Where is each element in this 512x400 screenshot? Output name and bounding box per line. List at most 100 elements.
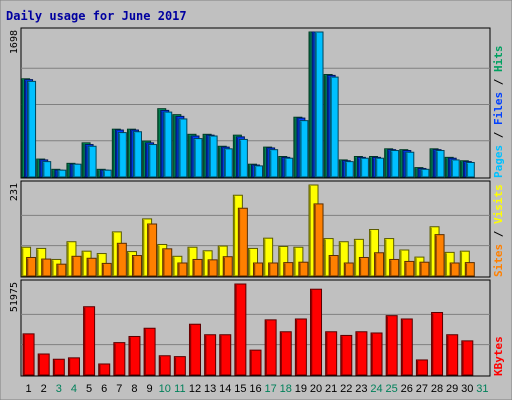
- bar-fill: [344, 161, 354, 178]
- bar-fill: [415, 359, 428, 376]
- bar-pages-day-21: [329, 76, 339, 178]
- x-tick-label: 26: [401, 383, 413, 395]
- bar-pages-day-7: [117, 132, 127, 178]
- legend-kbytes: KBytes: [492, 336, 505, 376]
- panel-kbytes-legend: KBytes: [492, 336, 505, 376]
- bar-sites-day-13: [207, 259, 218, 277]
- bar-sites-day-27: [419, 261, 430, 277]
- bar-kbytes-day-29: [446, 334, 459, 376]
- bar-pages-day-28: [435, 150, 445, 178]
- bar-kbytes-day-22: [340, 334, 353, 376]
- bar-fill: [269, 149, 279, 178]
- bar-pages-day-25: [390, 150, 400, 178]
- bar-fill: [158, 355, 171, 376]
- panel-kbytes: 51975 KBytes: [9, 279, 505, 377]
- bar-kbytes-day-4: [67, 357, 80, 376]
- bar-sites-day-12: [192, 258, 203, 277]
- panel-hits-legend: Pages / Files / Hits: [492, 46, 505, 179]
- bar-fill: [237, 207, 248, 277]
- bar-sites-day-16: [253, 262, 263, 277]
- bar-pages-day-10: [163, 111, 173, 178]
- bar-fill: [147, 223, 158, 277]
- x-tick-label: 11: [174, 383, 185, 395]
- x-tick-label: 10: [159, 383, 171, 395]
- bar-fill: [461, 340, 474, 376]
- bar-kbytes-day-11: [173, 356, 186, 376]
- legend-visits: Visits: [492, 184, 505, 224]
- x-tick-label: 27: [416, 383, 428, 395]
- x-tick-label: 6: [101, 383, 107, 395]
- bar-fill: [253, 262, 263, 277]
- bar-sites-day-19: [298, 261, 309, 277]
- bar-sites-day-1: [26, 256, 37, 277]
- bar-sites-day-30: [464, 262, 475, 277]
- bar-kbytes-day-26: [400, 318, 413, 376]
- x-tick-label: 16: [249, 383, 261, 395]
- bar-fill: [163, 111, 173, 178]
- legend-files: Files: [492, 92, 505, 125]
- bar-pages-day-26: [405, 151, 415, 178]
- bar-fill: [116, 242, 127, 277]
- bar-sites-day-18: [283, 262, 294, 277]
- bar-pages-day-2: [42, 161, 52, 178]
- bar-kbytes-day-24: [370, 332, 383, 376]
- bar-fill: [132, 131, 142, 178]
- bar-pages-day-27: [420, 168, 430, 178]
- bar-fill: [298, 261, 309, 277]
- bar-sites-day-4: [71, 255, 82, 277]
- bar-pages-day-12: [193, 138, 203, 178]
- bar-fill: [102, 169, 112, 178]
- x-tick-label: 31: [476, 383, 488, 395]
- bar-fill: [359, 157, 369, 178]
- x-tick-label: 14: [219, 383, 231, 395]
- x-tick-label: 18: [280, 383, 292, 395]
- bar-fill: [41, 258, 52, 277]
- x-tick-label: 28: [431, 383, 443, 395]
- bar-fill: [57, 169, 67, 178]
- x-tick-label: 1: [26, 383, 32, 395]
- bar-fill: [310, 288, 323, 376]
- bar-pages-day-8: [132, 131, 142, 178]
- bar-fill: [465, 161, 475, 178]
- bar-sites-day-29: [449, 262, 460, 277]
- bar-fill: [131, 255, 142, 277]
- x-tick-label: 25: [386, 383, 398, 395]
- bar-sites-day-17: [268, 262, 279, 277]
- bar-kbytes-day-17: [264, 319, 277, 376]
- bar-fill: [390, 150, 400, 178]
- bar-sites-day-24: [374, 252, 385, 277]
- x-tick-label: 29: [446, 383, 458, 395]
- panel-hits-max-label: 1698: [9, 30, 20, 54]
- bar-fill: [173, 356, 186, 376]
- x-tick-label: 9: [147, 383, 153, 395]
- bar-fill: [56, 263, 67, 277]
- bar-pages-day-19: [299, 120, 309, 178]
- bar-fill: [208, 135, 218, 178]
- bar-fill: [207, 259, 218, 277]
- bar-fill: [375, 157, 385, 178]
- bar-fill: [328, 255, 339, 277]
- bar-fill: [22, 333, 35, 376]
- bar-fill: [283, 262, 294, 277]
- x-tick-label: 5: [86, 383, 92, 395]
- bar-fill: [450, 159, 460, 178]
- legend-pages: Pages: [492, 145, 505, 178]
- bar-kbytes-day-25: [385, 315, 398, 376]
- bar-fill: [188, 323, 201, 376]
- bar-fill: [374, 252, 385, 277]
- bar-pages-day-29: [450, 159, 460, 178]
- bar-fill: [358, 256, 369, 277]
- bar-sites-day-21: [328, 255, 339, 277]
- bar-sites-day-15: [237, 207, 248, 277]
- x-tick-label: 22: [340, 383, 352, 395]
- x-tick-label: 15: [234, 383, 246, 395]
- bar-fill: [117, 132, 127, 178]
- bar-fill: [249, 349, 262, 376]
- bar-pages-day-24: [375, 157, 385, 178]
- bar-sites-day-9: [147, 223, 158, 277]
- bar-pages-day-18: [284, 157, 294, 178]
- bar-fill: [431, 311, 444, 376]
- bar-kbytes-day-1: [22, 333, 35, 376]
- bar-kbytes-day-9: [143, 327, 156, 376]
